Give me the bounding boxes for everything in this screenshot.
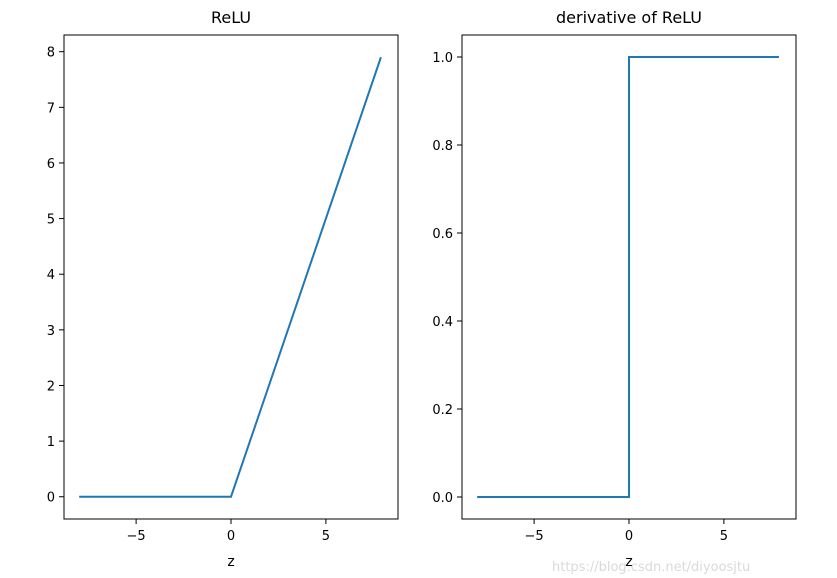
subplot-relu: ReLU −5 0 5 0 1 2 3 4 5 6 7 8 z bbox=[47, 8, 399, 570]
chart-title: ReLU bbox=[211, 8, 251, 27]
series-line bbox=[477, 56, 779, 498]
y-tick-label: 3 bbox=[47, 324, 55, 339]
x-tick-label: 5 bbox=[720, 529, 728, 544]
y-tick-label: 0.8 bbox=[432, 139, 453, 154]
y-tick-label: 0.2 bbox=[432, 403, 453, 418]
y-tick-label: 0 bbox=[47, 491, 55, 506]
y-tick-label: 0.4 bbox=[432, 315, 453, 330]
axes-frame bbox=[63, 34, 399, 520]
x-tick-label: −5 bbox=[127, 529, 146, 544]
y-tick-label: 1 bbox=[47, 435, 55, 450]
y-tick-label: 5 bbox=[47, 213, 55, 228]
y-tick-label: 0.0 bbox=[432, 491, 453, 506]
x-tick-label: 0 bbox=[625, 529, 633, 544]
y-tick-label: 0.6 bbox=[432, 227, 453, 242]
y-tick-label: 7 bbox=[47, 101, 55, 116]
x-axis-label: z bbox=[625, 554, 632, 570]
y-tick-label: 2 bbox=[47, 379, 55, 394]
x-tick-label: 5 bbox=[322, 529, 330, 544]
subplot-derivative-of-relu: derivative of ReLU −5 0 5 0.0 0.2 0.4 0.6 0.8 1.0… bbox=[432, 8, 797, 570]
x-tick-label: −5 bbox=[525, 529, 544, 544]
x-axis-label: z bbox=[227, 554, 234, 570]
series-line bbox=[79, 56, 382, 498]
y-tick-label: 6 bbox=[47, 157, 55, 172]
x-tick-label: 0 bbox=[227, 529, 235, 544]
y-tick-label: 4 bbox=[47, 268, 55, 283]
chart-title: derivative of ReLU bbox=[556, 8, 702, 27]
watermark: https://blog.csdn.net/diyoosjtu bbox=[552, 560, 750, 575]
y-tick-label: 1.0 bbox=[432, 51, 453, 66]
y-tick-label: 8 bbox=[47, 46, 55, 61]
